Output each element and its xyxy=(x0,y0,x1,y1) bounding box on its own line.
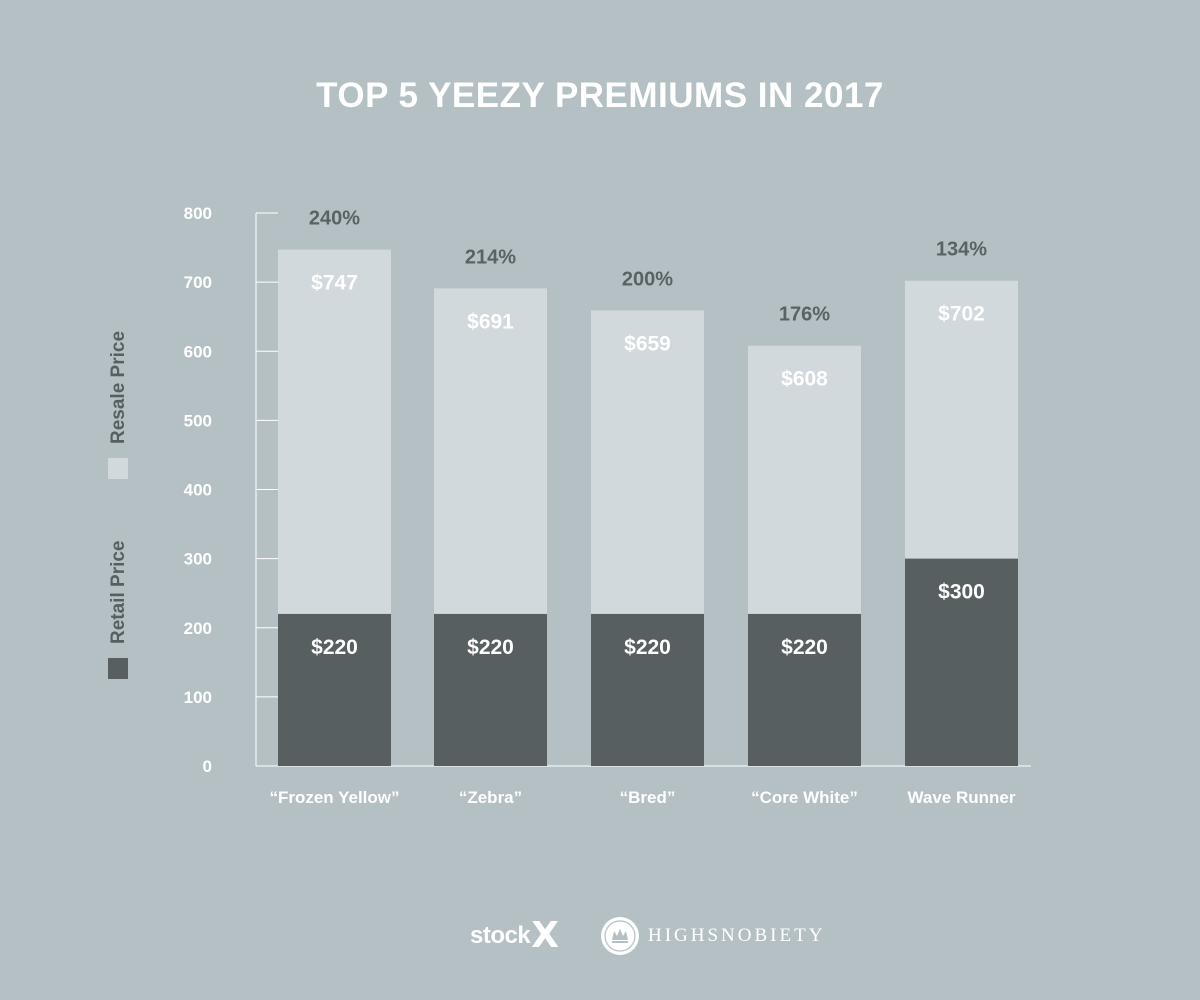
highsnobiety-logo: HIGHSNOBIETY xyxy=(600,912,825,960)
y-tick-label: 500 xyxy=(184,411,212,430)
retail-value-label: $220 xyxy=(781,636,828,659)
y-tick-label: 600 xyxy=(184,342,212,361)
retail-value-label: $220 xyxy=(311,636,358,659)
premium-percent-label: 176% xyxy=(779,304,830,326)
premium-percent-label: 240% xyxy=(309,208,360,230)
y-tick-label: 100 xyxy=(184,688,212,707)
y-tick-label: 0 xyxy=(203,757,212,776)
legend-label-retail: Retail Price xyxy=(108,541,129,645)
resale-value-label: $608 xyxy=(781,368,828,391)
retail-bar xyxy=(748,613,861,766)
legend-swatch-retail xyxy=(108,658,128,679)
y-tick-label: 400 xyxy=(184,481,212,500)
stockx-logo: stock X xyxy=(470,914,559,958)
category-label: Wave Runner xyxy=(907,788,1015,807)
category-label: “Bred” xyxy=(620,788,676,807)
stockx-logo-x: X xyxy=(531,915,559,956)
highsnobiety-wordmark: HIGHSNOBIETY xyxy=(648,925,826,946)
resale-value-label: $659 xyxy=(624,332,671,355)
footer-logos: stock X HIGHSNOBIETY xyxy=(0,908,1200,968)
premium-percent-label: 134% xyxy=(936,239,987,261)
resale-value-label: $702 xyxy=(938,303,985,326)
category-label: “Frozen Yellow” xyxy=(269,788,399,807)
resale-value-label: $691 xyxy=(467,310,514,333)
y-tick-label: 700 xyxy=(184,273,212,292)
retail-bar xyxy=(591,613,704,766)
y-tick-label: 200 xyxy=(184,619,212,638)
resale-value-label: $747 xyxy=(311,272,358,295)
category-label: “Zebra” xyxy=(459,788,522,807)
retail-value-label: $300 xyxy=(938,581,985,604)
retail-value-label: $220 xyxy=(624,636,671,659)
premium-percent-label: 200% xyxy=(622,268,673,290)
highsnobiety-seal-icon xyxy=(601,917,639,955)
y-tick-label: 800 xyxy=(184,204,212,223)
y-tick-label: 300 xyxy=(184,550,212,569)
retail-bar xyxy=(905,558,1018,766)
legend-label-resale: Resale Price xyxy=(108,331,129,444)
retail-value-label: $220 xyxy=(467,636,514,659)
chart-title: TOP 5 YEEZY PREMIUMS IN 2017 xyxy=(316,76,884,115)
category-label: “Core White” xyxy=(751,788,858,807)
bars-layer xyxy=(278,249,1018,767)
legend-swatch-resale xyxy=(108,458,128,479)
labels-layer: $747 $220 240% “Frozen Yellow” $691 $220 214% “… xyxy=(269,208,1015,807)
premium-percent-label: 214% xyxy=(465,246,516,268)
retail-bar xyxy=(278,613,391,766)
legend: Retail Price Resale Price xyxy=(108,331,129,679)
retail-bar xyxy=(434,613,547,766)
stockx-logo-word: stock xyxy=(470,922,531,949)
